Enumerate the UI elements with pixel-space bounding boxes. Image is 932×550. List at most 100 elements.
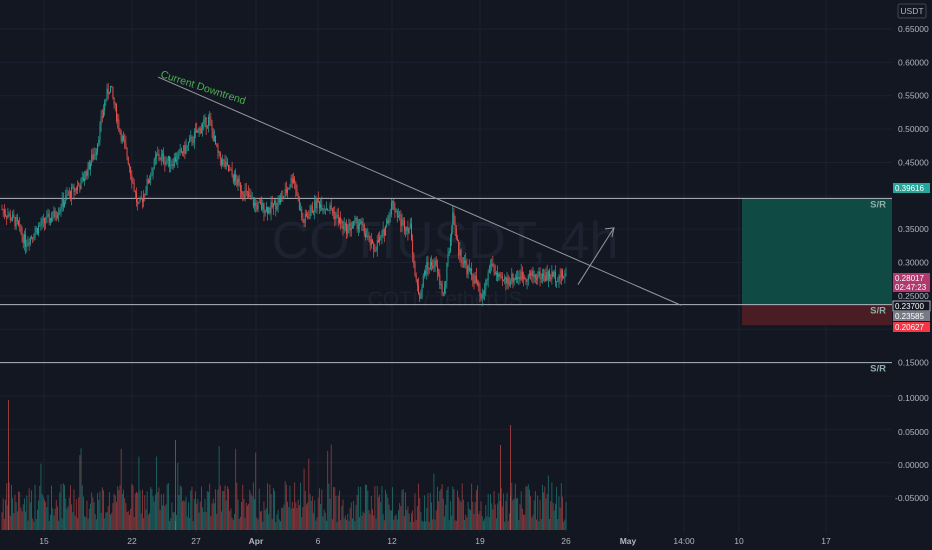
candle-body [461, 260, 463, 263]
volume-bar [461, 483, 463, 530]
volume-bar [308, 458, 310, 530]
candle-body [82, 177, 84, 182]
candle-body [511, 273, 513, 282]
volume-bar [52, 508, 54, 530]
volume-bar [540, 518, 542, 530]
volume-bar [549, 519, 550, 530]
volume-bar [226, 486, 228, 530]
candle-body [527, 274, 529, 281]
candle-body [348, 223, 350, 226]
volume-bar [503, 493, 504, 530]
volume-bar [7, 505, 9, 530]
volume-bar [79, 455, 81, 530]
candle-body [167, 155, 169, 161]
volume-bar [354, 521, 356, 530]
volume-bar [554, 503, 556, 530]
candle-body [35, 228, 37, 232]
candle-body [33, 237, 35, 239]
candle-body [141, 198, 143, 202]
volume-bar [173, 512, 175, 530]
volume-bar [127, 510, 129, 530]
long-position-tool[interactable] [742, 198, 892, 326]
volume-bar [340, 520, 342, 530]
candle-body [518, 277, 520, 279]
volume-bar [322, 516, 324, 530]
candle-body [328, 210, 330, 212]
volume-bar [455, 520, 457, 530]
volume-bar [97, 493, 99, 530]
volume-bar [439, 491, 441, 530]
candle-body [8, 213, 10, 216]
candle-body [318, 201, 320, 209]
candle-body [239, 182, 241, 192]
candle-body [151, 174, 153, 176]
volume-bars [1, 400, 567, 530]
currency-badge[interactable]: USDT [897, 3, 927, 19]
candle-body [288, 188, 290, 190]
candle-body [420, 297, 422, 299]
volume-bar [21, 511, 23, 530]
volume-bar [238, 518, 240, 530]
candle-body [116, 104, 117, 121]
volume-bar [466, 517, 468, 530]
volume-bar [427, 493, 429, 530]
volume-bar [186, 516, 188, 530]
volume-bar [136, 491, 137, 530]
volume-bar [141, 489, 143, 530]
volume-bar [182, 501, 183, 530]
horizontal-levels[interactable] [0, 197, 892, 364]
candle-body [99, 124, 101, 141]
candle-body [305, 213, 307, 217]
candle-body [563, 277, 565, 278]
volume-bar [140, 513, 142, 530]
time-tick-label: 10 [734, 536, 744, 546]
candle-body [87, 162, 89, 176]
candle-body [467, 266, 469, 275]
price-tag-label: 0.39616 [895, 184, 924, 193]
volume-bar [343, 518, 345, 530]
candle-body [333, 211, 335, 213]
volume-bar [464, 520, 466, 530]
candle-body [298, 197, 300, 210]
candle-body [534, 274, 536, 279]
candle-body [446, 262, 448, 282]
volume-bar [250, 493, 252, 530]
volume-bar [257, 519, 259, 530]
candle-body [2, 209, 4, 211]
candle-body [324, 208, 326, 210]
candle-body [244, 190, 246, 198]
candle-body [39, 225, 41, 227]
volume-bar [212, 498, 214, 530]
volume-bar [230, 508, 232, 530]
volume-bar [510, 425, 511, 530]
price-tag-label: 0.20627 [895, 323, 924, 332]
candle-body [12, 214, 14, 220]
candle-body [403, 220, 405, 231]
candle-body [27, 242, 29, 246]
volume-bar [491, 503, 493, 530]
candle-body [408, 228, 410, 233]
candle-body [91, 154, 93, 164]
volume-bar [84, 516, 86, 530]
volume-bar [239, 516, 241, 530]
volume-bar [359, 517, 360, 530]
volume-bar [493, 490, 495, 530]
candle-body [501, 276, 503, 281]
volume-bar [377, 497, 379, 530]
candle-body [419, 293, 421, 299]
volume-bar [318, 488, 320, 530]
volume-bar [523, 514, 525, 530]
candle-body [204, 117, 206, 120]
candle-body [439, 274, 441, 285]
time-axis[interactable]: 15 22 27 Apr 6 12 19 26 May 14:00 10 17 [39, 536, 831, 546]
candle-body [517, 277, 519, 279]
candle-body [23, 234, 25, 244]
candle-body [134, 191, 136, 193]
volume-bar [434, 519, 436, 530]
volume-bar [551, 482, 553, 530]
volume-bar [206, 491, 208, 530]
candle-body [311, 206, 313, 213]
volume-bar [500, 445, 501, 530]
candle-body [166, 160, 168, 162]
